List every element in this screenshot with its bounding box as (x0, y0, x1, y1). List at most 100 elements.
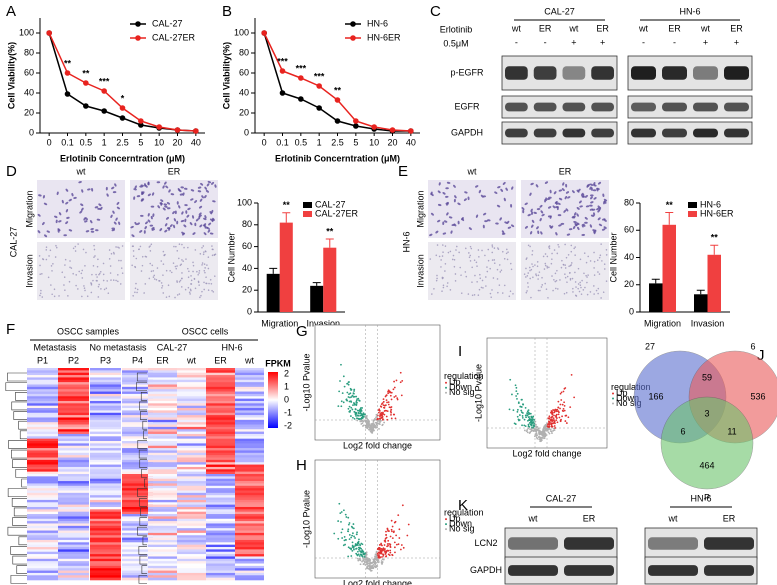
cell (533, 211, 537, 214)
cell (206, 264, 208, 266)
bar (662, 224, 676, 312)
heat-cell (148, 391, 177, 395)
volcano-dot (347, 555, 350, 558)
cell (579, 281, 581, 284)
volcano-dot (543, 437, 546, 440)
heat-cell (58, 384, 89, 388)
scale-tick: 1 (284, 381, 289, 391)
volcano-dot (396, 398, 399, 401)
cell (587, 183, 591, 187)
heat-cell (148, 556, 177, 560)
heat-cell (235, 542, 264, 545)
heat-cell (58, 492, 89, 496)
heat-cell (27, 530, 58, 534)
heat-cell (90, 474, 121, 477)
cell (544, 282, 547, 285)
heat-cell (206, 521, 235, 524)
heat-cell (90, 577, 121, 581)
volcano-dot (377, 547, 380, 550)
heat-cell (58, 511, 89, 515)
volcano-dot (390, 406, 393, 408)
cell (204, 215, 207, 219)
x-tick-label: 0.5 (295, 137, 308, 147)
volcano-dot (364, 558, 367, 561)
cell (442, 221, 445, 226)
volcano-dot (393, 546, 396, 549)
cell (212, 217, 215, 221)
heat-cell (122, 415, 153, 418)
cell (467, 196, 470, 201)
volcano-dot (390, 528, 393, 531)
heat-cell (235, 398, 264, 402)
volcano-dot (388, 530, 390, 532)
cell (56, 191, 59, 196)
volcano-dot (384, 539, 387, 542)
cell (181, 243, 183, 246)
volcano-dot (363, 558, 365, 561)
panel-label: A (6, 3, 16, 20)
heat-cell (90, 377, 121, 381)
cell (485, 285, 487, 287)
heat-cell (148, 572, 177, 576)
heat-cell (122, 403, 153, 406)
cell (530, 224, 534, 228)
volcano-dot (353, 402, 356, 405)
cell (453, 258, 456, 261)
cell (39, 292, 42, 295)
cell (546, 255, 549, 258)
y-tick-label: 40 (24, 87, 34, 97)
heat-cell (90, 412, 121, 416)
heat-cell (58, 554, 89, 557)
volcano-dot (522, 403, 525, 406)
blot-band (704, 537, 754, 550)
cell (603, 200, 606, 205)
legend-label: Down (449, 382, 472, 392)
volcano-dot (347, 383, 350, 386)
cell (498, 284, 501, 286)
heat-cell (148, 563, 177, 567)
dendrogram (8, 440, 27, 449)
cell (207, 256, 210, 258)
heat-cell (148, 405, 177, 409)
heat-cell (58, 478, 89, 482)
cell (530, 231, 533, 235)
cell (203, 281, 205, 284)
heat-cell (177, 476, 206, 480)
x-tick-label: 0.1 (61, 137, 74, 147)
volcano-dot (557, 410, 560, 413)
dendrogram (7, 526, 27, 536)
region-count: 59 (702, 372, 712, 382)
cell (442, 244, 444, 246)
heat-cell (58, 386, 89, 390)
blot-box (627, 121, 753, 145)
heat-cell (58, 521, 89, 524)
heat-cell (90, 561, 121, 564)
cell (540, 210, 544, 214)
blot-band (505, 102, 528, 112)
heat-cell (27, 448, 58, 451)
point (279, 90, 286, 96)
cell (499, 217, 502, 221)
y-tick-label: 40 (239, 87, 249, 97)
cell (601, 260, 603, 262)
heat-cell (90, 542, 121, 545)
heat-cell (235, 466, 264, 470)
cell (574, 212, 577, 216)
heat-cell (122, 539, 153, 543)
heat-cell (177, 464, 206, 468)
heat-cell (148, 417, 177, 421)
volcano-dot (341, 392, 344, 395)
heat-cell (90, 415, 121, 418)
heat-cell (235, 518, 264, 522)
cell (94, 255, 96, 257)
heat-cell (148, 457, 177, 461)
heat-cell (27, 382, 58, 385)
heat-cell (148, 471, 177, 475)
cell (570, 262, 573, 264)
volcano-dot (536, 437, 539, 440)
volcano-dot (385, 399, 388, 402)
heat-cell (58, 509, 89, 512)
heat-cell (177, 511, 206, 515)
blot-band (693, 102, 718, 112)
heat-cell (235, 433, 264, 437)
